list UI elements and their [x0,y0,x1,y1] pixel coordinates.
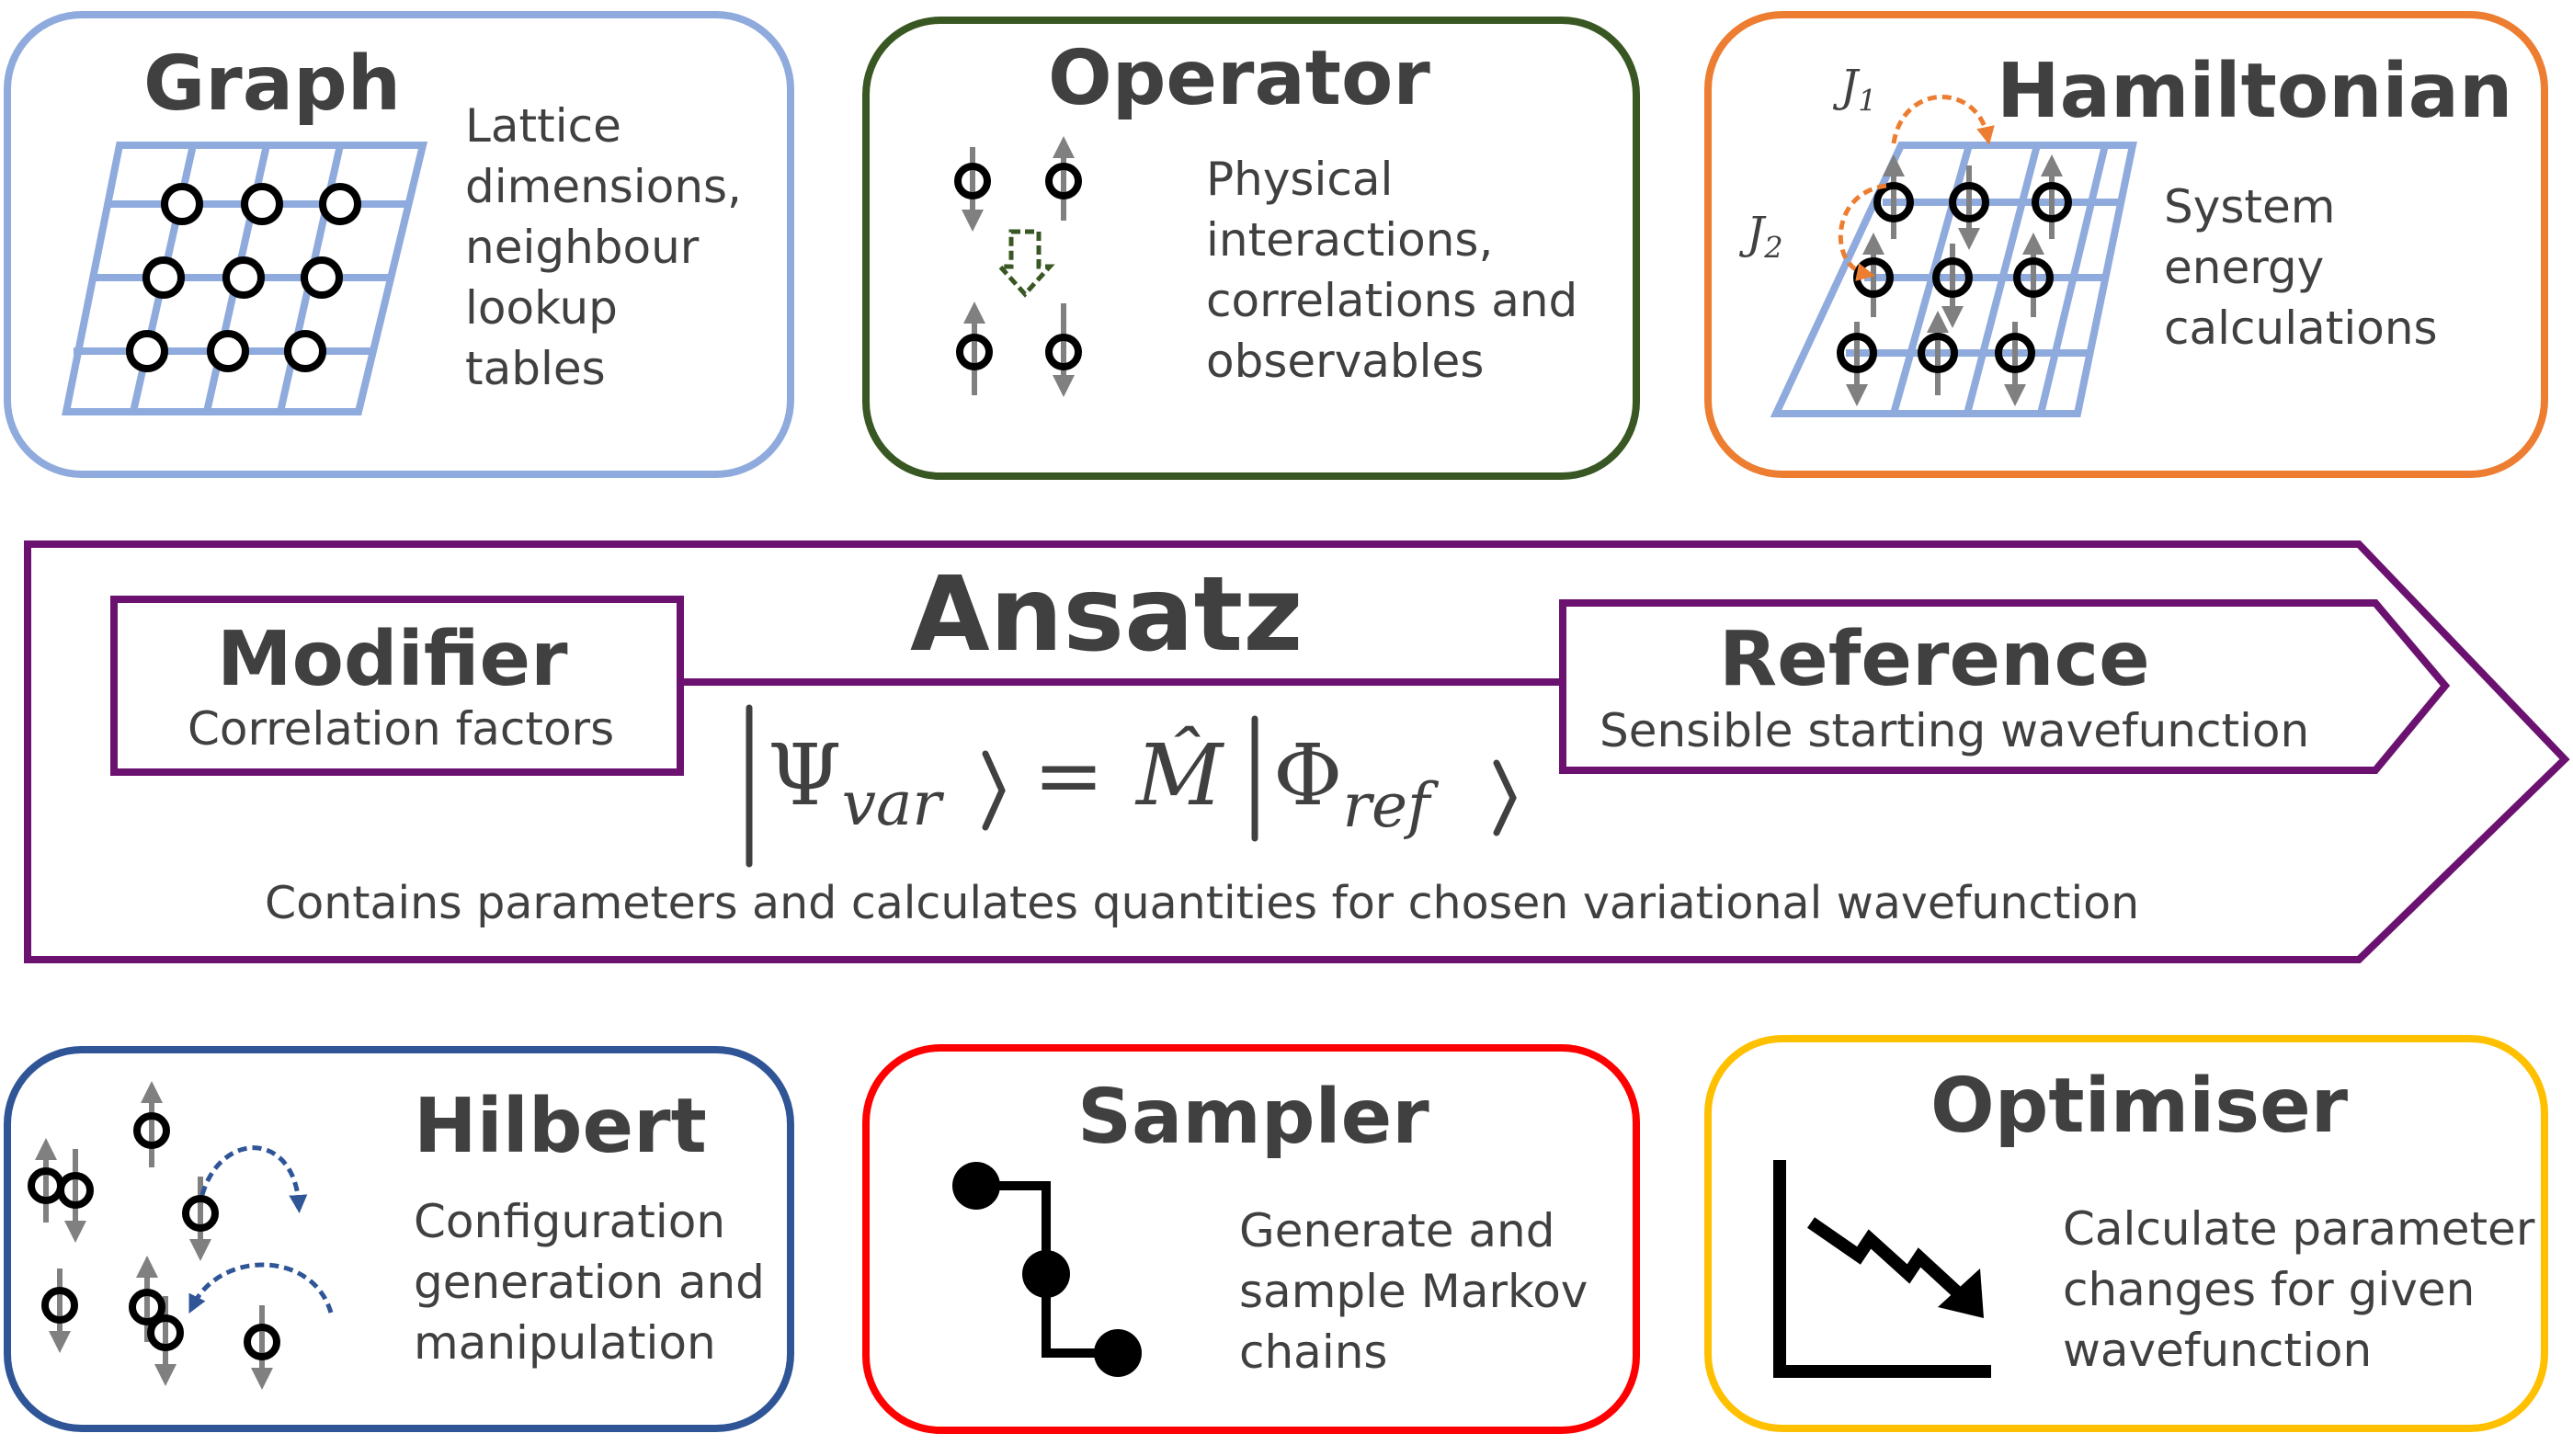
j1-label: J1 [1840,61,1877,119]
operator-line: correlations and [1206,274,1578,327]
j2-symbol: J [1747,208,1765,259]
operator-title: Operator [1048,35,1430,122]
hilbert-line: generation and [414,1256,765,1309]
graph-line: Lattice [465,99,621,153]
j1-symbol: J [1840,61,1859,112]
hamiltonian-line: calculations [2164,301,2438,355]
operator-line: Physical [1206,153,1394,206]
reference-box [1559,599,2451,774]
ansatz-outline [24,540,2570,963]
spin-flip-icon [954,136,1082,397]
phi-symbol: Φ [1273,726,1343,825]
sampler-line: sample Markov [1239,1265,1588,1318]
modifier-box [110,596,684,776]
equation: Ψvar [768,726,941,839]
ansatz-title: Ansatz [910,555,1304,675]
operator-line: interactions, [1206,213,1494,267]
ansatz-description: Contains parameters and calculates quant… [265,877,2140,929]
phi-subscript: ref [1342,770,1430,841]
modifier-title: Modifier [217,616,568,703]
j2-label: J2 [1747,208,1783,266]
equals-sign: = [1033,726,1105,825]
hilbert-description: Configuration generation and manipulatio… [414,1191,765,1373]
graph-line: lookup [465,281,618,335]
j1-subscript: 1 [1858,83,1877,119]
markov-chain-icon [952,1162,1142,1377]
optimiser-line: changes for given [2063,1263,2476,1316]
ansatz-arrow [24,540,2570,963]
optimiser-line: Calculate parameter [2063,1202,2535,1256]
optimiser-title: Optimiser [1930,1063,2349,1150]
hilbert-title: Hilbert [414,1083,707,1170]
m-hat-operator: M̂ [1136,726,1224,825]
hamiltonian-line: energy [2164,241,2325,294]
lattice-icon [62,142,428,415]
modifier-subtitle: Correlation factors [188,702,615,756]
graph-line: tables [465,342,606,395]
sampler-module [862,1044,1640,1434]
operator-module [862,17,1640,480]
hilbert-configurations-icon [28,1081,334,1390]
reference-title: Reference [1719,616,2150,703]
graph-title: Graph [143,40,402,128]
optimiser-description: Calculate parameter changes for given wa… [2063,1199,2534,1381]
hamiltonian-lattice-icon [1770,95,2137,417]
graph-line: neighbour [465,221,700,274]
hamiltonian-line: System [2164,180,2336,233]
graph-line: dimensions, [465,160,742,213]
operator-line: observables [1206,335,1485,388]
hamiltonian-module [1704,11,2548,478]
hilbert-line: Configuration [414,1195,726,1248]
hamiltonian-description: System energy calculations [2164,176,2438,358]
sampler-line: chains [1239,1325,1388,1379]
equation-brackets [746,704,1517,868]
operator-description: Physical interactions, correlations and … [1206,149,1577,392]
j2-subscript: 2 [1764,230,1783,266]
sampler-title: Sampler [1077,1074,1429,1161]
sampler-description: Generate and sample Markov chains [1239,1200,1588,1382]
sampler-line: Generate and [1239,1204,1555,1257]
hamiltonian-title: Hamiltonian [1997,48,2513,135]
reference-term: Φref [1273,726,1429,841]
optimiser-line: wavefunction [2063,1324,2373,1377]
descending-graph-icon [1773,1160,1991,1378]
hilbert-module [4,1046,794,1432]
psi-subscript: var [841,768,941,839]
hilbert-line: manipulation [414,1316,716,1370]
psi-symbol: Ψ [768,726,842,825]
graph-description: Lattice dimensions, neighbour lookup tab… [465,96,742,399]
reference-subtitle: Sensible starting wavefunction [1600,704,2310,757]
